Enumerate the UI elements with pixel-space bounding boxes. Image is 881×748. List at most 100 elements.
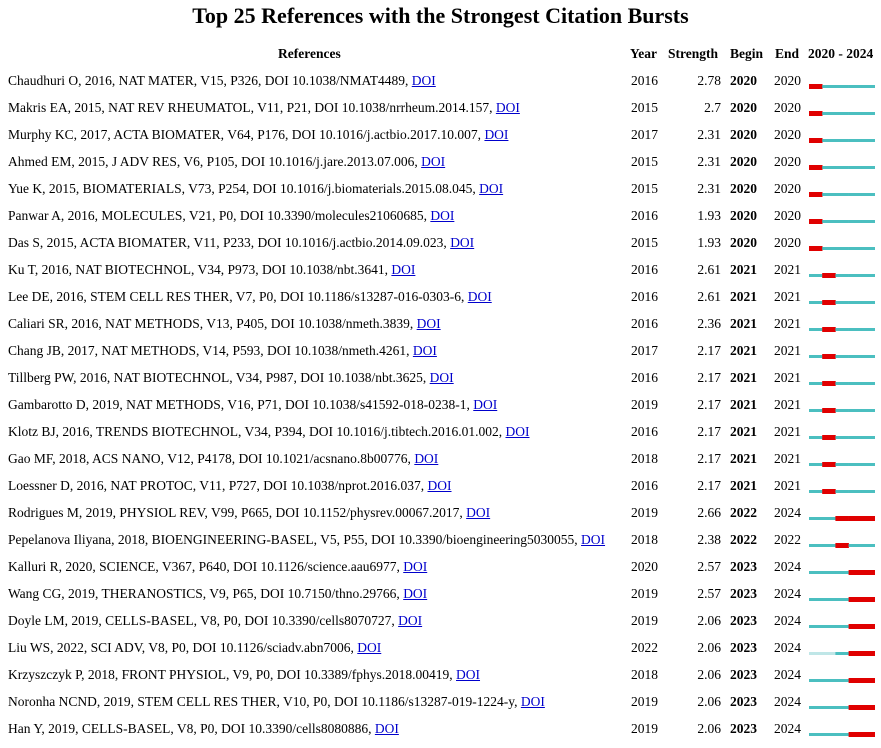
doi-link[interactable]: DOI [416, 316, 441, 331]
end-cell: 2021 [774, 451, 801, 466]
burst-segment [822, 381, 836, 386]
timeline-segment [809, 409, 823, 412]
timeline-segment [861, 193, 875, 196]
doi-link[interactable]: DOI [466, 505, 491, 520]
year-cell: 2022 [631, 640, 658, 655]
timeline-segment [822, 193, 836, 196]
begin-cell: 2020 [730, 73, 757, 88]
reference-text: Chang JB, 2017, NAT METHODS, V14, P593, … [8, 343, 437, 359]
doi-link[interactable]: DOI [467, 289, 492, 304]
begin-cell: 2021 [730, 343, 757, 358]
table-row: Han Y, 2019, CELLS-BASEL, V8, P0, DOI 10… [0, 721, 881, 748]
end-cell: 2024 [774, 559, 801, 574]
burst-timeline [809, 543, 875, 548]
burst-timeline [809, 408, 875, 413]
year-cell: 2016 [631, 316, 658, 331]
timeline-segment [809, 706, 823, 709]
doi-link[interactable]: DOI [520, 694, 545, 709]
doi-link[interactable]: DOI [403, 586, 428, 601]
end-cell: 2024 [774, 586, 801, 601]
timeline-segment [809, 517, 823, 520]
doi-link[interactable]: DOI [484, 127, 509, 142]
doi-link[interactable]: DOI [374, 721, 399, 736]
doi-link[interactable]: DOI [456, 667, 481, 682]
burst-segment [848, 732, 863, 737]
doi-link[interactable]: DOI [398, 613, 423, 628]
reference-text: Klotz BJ, 2016, TRENDS BIOTECHNOL, V34, … [8, 424, 530, 440]
end-cell: 2020 [774, 208, 801, 223]
burst-segment [809, 138, 823, 143]
begin-cell: 2021 [730, 316, 757, 331]
burst-segment [822, 273, 836, 278]
reference-text: Han Y, 2019, CELLS-BASEL, V8, P0, DOI 10… [8, 721, 399, 737]
doi-link[interactable]: DOI [412, 343, 437, 358]
timeline-segment [848, 274, 863, 277]
burst-segment [809, 192, 823, 197]
doi-link[interactable]: DOI [473, 397, 498, 412]
begin-cell: 2023 [730, 559, 757, 574]
begin-cell: 2023 [730, 613, 757, 628]
begin-cell: 2021 [730, 451, 757, 466]
doi-link[interactable]: DOI [357, 640, 382, 655]
timeline-segment [835, 436, 849, 439]
doi-link[interactable]: DOI [427, 478, 452, 493]
begin-cell: 2021 [730, 397, 757, 412]
burst-timeline [809, 732, 875, 737]
timeline-segment [848, 301, 863, 304]
burst-segment [861, 732, 875, 737]
year-cell: 2019 [631, 721, 658, 736]
end-cell: 2021 [774, 343, 801, 358]
timeline-segment [835, 139, 849, 142]
year-cell: 2019 [631, 397, 658, 412]
reference-citation: Caliari SR, 2016, NAT METHODS, V13, P405… [8, 316, 414, 331]
timeline-segment [822, 166, 836, 169]
doi-link[interactable]: DOI [414, 451, 439, 466]
timeline-segment [861, 382, 875, 385]
begin-cell: 2020 [730, 181, 757, 196]
end-cell: 2024 [774, 721, 801, 736]
strength-cell: 2.17 [697, 424, 721, 439]
doi-link[interactable]: DOI [429, 370, 454, 385]
burst-segment [835, 516, 849, 521]
timeline-segment [848, 328, 863, 331]
table-row: Ku T, 2016, NAT BIOTECHNOL, V34, P973, D… [0, 262, 881, 289]
header-strength: Strength [668, 46, 719, 61]
table-row: Das S, 2015, ACTA BIOMATER, V11, P233, D… [0, 235, 881, 262]
timeline-segment [835, 85, 849, 88]
reference-text: Makris EA, 2015, NAT REV RHEUMATOL, V11,… [8, 100, 520, 116]
strength-cell: 2.31 [697, 181, 721, 196]
table-row: Gambarotto D, 2019, NAT METHODS, V16, P7… [0, 397, 881, 424]
doi-link[interactable]: DOI [403, 559, 428, 574]
timeline-segment [861, 139, 875, 142]
doi-link[interactable]: DOI [450, 235, 475, 250]
doi-link[interactable]: DOI [430, 208, 455, 223]
doi-link[interactable]: DOI [495, 100, 520, 115]
doi-link[interactable]: DOI [411, 73, 436, 88]
end-cell: 2020 [774, 181, 801, 196]
timeline-segment [809, 301, 823, 304]
timeline-segment [822, 220, 836, 223]
timeline-segment [861, 328, 875, 331]
strength-cell: 2.36 [697, 316, 721, 331]
strength-cell: 2.17 [697, 370, 721, 385]
doi-link[interactable]: DOI [581, 532, 606, 547]
strength-cell: 2.38 [697, 532, 721, 547]
reference-citation: Liu WS, 2022, SCI ADV, V8, P0, DOI 10.11… [8, 640, 354, 655]
burst-segment [861, 705, 875, 710]
begin-cell: 2023 [730, 586, 757, 601]
strength-cell: 2.78 [697, 73, 721, 88]
timeline-segment [835, 274, 849, 277]
timeline-segment [848, 355, 863, 358]
timeline-segment [809, 652, 823, 655]
doi-link[interactable]: DOI [391, 262, 416, 277]
timeline-segment [835, 652, 849, 655]
burst-segment [822, 408, 836, 413]
reference-citation: Tillberg PW, 2016, NAT BIOTECHNOL, V34, … [8, 370, 427, 385]
doi-link[interactable]: DOI [421, 154, 446, 169]
begin-cell: 2021 [730, 262, 757, 277]
burst-timeline [809, 84, 875, 89]
reference-citation: Das S, 2015, ACTA BIOMATER, V11, P233, D… [8, 235, 447, 250]
end-cell: 2021 [774, 424, 801, 439]
doi-link[interactable]: DOI [505, 424, 530, 439]
doi-link[interactable]: DOI [479, 181, 504, 196]
